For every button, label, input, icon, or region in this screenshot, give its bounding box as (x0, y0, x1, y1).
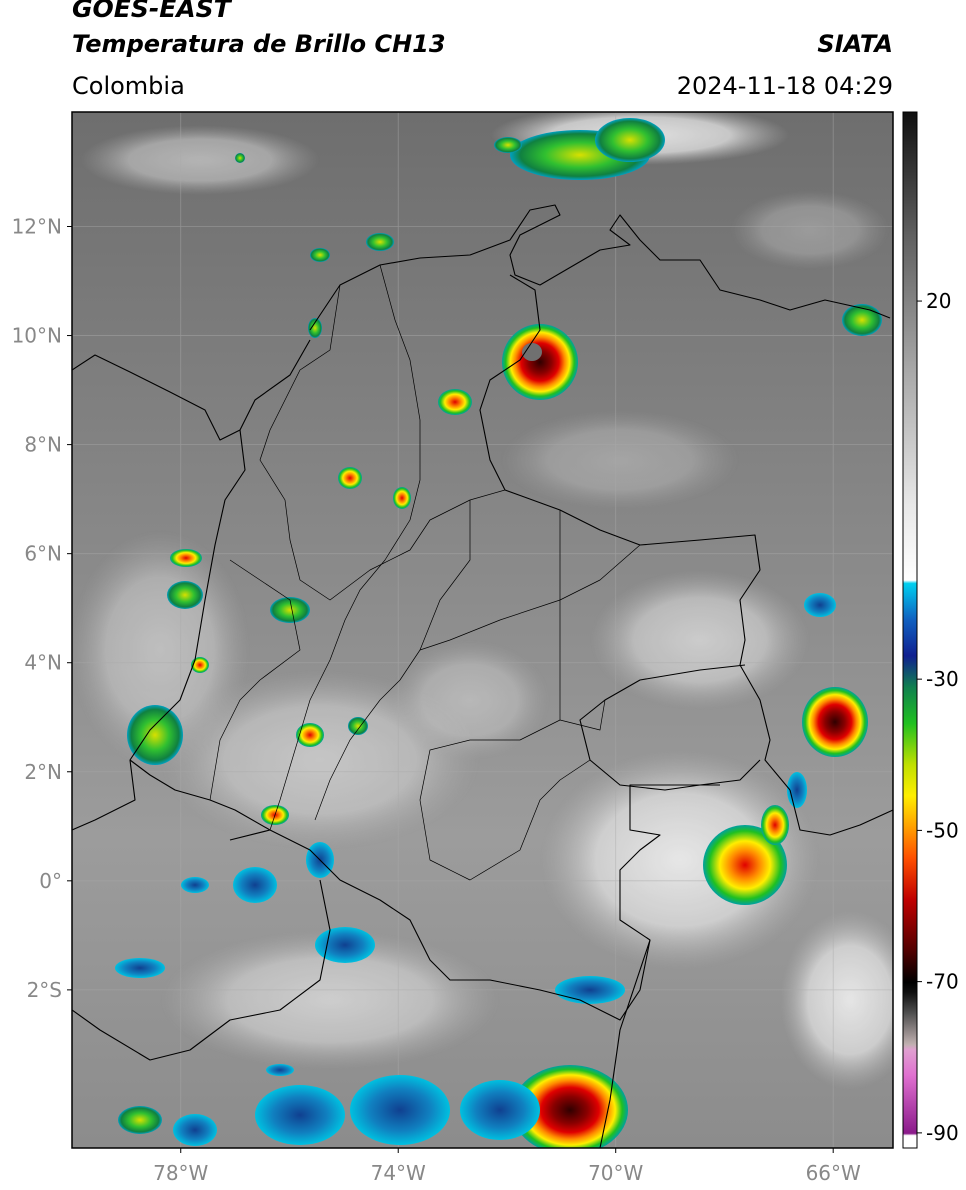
lon-tick-label: 66°W (806, 1161, 861, 1185)
latitude-labels: 12°N 10°N 8°N 6°N 4°N 2°N 0° 2°S (12, 215, 72, 1002)
border-colombia-peru (229, 784, 720, 1021)
internal-depts-7 (559, 699, 606, 731)
lat-tick-label: 10°N (12, 324, 62, 348)
border-colombia-ecuador (129, 759, 271, 831)
lat-tick-label: 12°N (12, 215, 62, 239)
lon-tick-label: 78°W (153, 1161, 208, 1185)
lon-tick-label: 70°W (588, 1161, 643, 1185)
colorbar-tick-label: -90 (926, 1121, 959, 1145)
lat-tick-label: 2°N (24, 760, 62, 784)
coastline-caribbean (309, 204, 891, 331)
region-label: Colombia (72, 72, 185, 100)
lat-tick-label: 2°S (27, 978, 62, 1002)
internal-depts-6 (419, 544, 641, 651)
source-label: SIATA (817, 30, 893, 58)
colorbar (902, 111, 918, 1149)
lat-tick-label: 6°N (24, 542, 62, 566)
storm-cell-east (802, 687, 868, 757)
lat-tick-label: 8°N (24, 433, 62, 457)
colorbar-tick-label: -30 (926, 667, 959, 691)
storm-cell-north (502, 324, 578, 400)
product-title: Temperatura de Brillo CH13 (72, 30, 446, 58)
colorbar-ticks: 20 -30 -50 -70 -90 (917, 289, 959, 1145)
internal-depts-1 (259, 284, 506, 601)
datetime-label: 2024-11-18 04:29 (676, 72, 893, 100)
colorbar-tick-label: -50 (926, 818, 959, 842)
colorbar-tick-label: 20 (926, 289, 951, 313)
lon-tick-label: 74°W (371, 1161, 426, 1185)
border-peru-brazil (599, 939, 651, 1148)
borders (72, 204, 893, 1148)
satellite-title: GOES-EAST (72, 0, 231, 23)
internal-depts-5 (209, 559, 301, 801)
convective-cells (115, 118, 882, 1148)
graticule (72, 112, 893, 1148)
internal-depts-2 (269, 264, 421, 831)
map-frame (71, 111, 894, 1149)
storm-cell-south (512, 1065, 628, 1148)
brazil-venezuela-border (789, 789, 893, 836)
colorbar-tick-label: -70 (926, 970, 959, 994)
longitude-labels: 78°W 74°W 70°W 66°W (153, 1148, 861, 1185)
lat-tick-label: 0° (39, 869, 62, 893)
coastline-pacific (72, 429, 246, 831)
coastline-panama (72, 339, 311, 441)
cloud-fields (72, 112, 893, 1090)
internal-depts-3 (314, 500, 471, 821)
lat-tick-label: 4°N (24, 651, 62, 675)
coast-ecuador-peru (72, 879, 331, 1061)
